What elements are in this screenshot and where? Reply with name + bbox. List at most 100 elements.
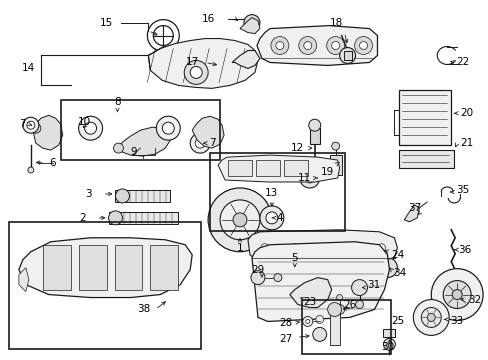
Bar — [399, 90, 450, 145]
Bar — [399, 150, 453, 168]
Circle shape — [334, 305, 344, 315]
Circle shape — [355, 301, 363, 309]
Circle shape — [290, 244, 298, 252]
Text: 18: 18 — [329, 18, 343, 28]
Circle shape — [147, 20, 179, 51]
Text: 11: 11 — [298, 173, 311, 183]
Bar — [61, 100, 220, 160]
Polygon shape — [33, 115, 62, 150]
Text: 27: 27 — [279, 334, 292, 345]
Text: 5: 5 — [291, 253, 298, 263]
Text: 32: 32 — [468, 294, 481, 305]
Text: 34: 34 — [392, 267, 405, 278]
Polygon shape — [247, 230, 397, 265]
Bar — [329, 307, 339, 345]
Bar — [9, 222, 201, 349]
Circle shape — [220, 200, 260, 240]
Text: 20: 20 — [460, 108, 473, 118]
Text: 21: 21 — [460, 138, 473, 148]
Polygon shape — [251, 242, 388, 321]
Circle shape — [427, 314, 434, 321]
Circle shape — [265, 212, 277, 224]
Circle shape — [275, 41, 283, 50]
Circle shape — [208, 188, 271, 252]
Circle shape — [244, 15, 260, 31]
Bar — [309, 128, 319, 144]
Text: 31: 31 — [366, 280, 379, 289]
Text: 2: 2 — [79, 213, 86, 223]
Text: 29: 29 — [251, 265, 264, 275]
Circle shape — [383, 338, 395, 350]
Polygon shape — [404, 205, 419, 222]
Bar — [227, 160, 251, 176]
Polygon shape — [19, 238, 192, 298]
Circle shape — [312, 328, 326, 341]
Circle shape — [331, 41, 339, 50]
Text: 16: 16 — [202, 14, 215, 24]
Circle shape — [84, 122, 96, 134]
Polygon shape — [79, 245, 106, 289]
Circle shape — [354, 37, 372, 54]
Circle shape — [261, 244, 268, 252]
Circle shape — [113, 143, 123, 153]
Text: 14: 14 — [22, 63, 36, 73]
Text: 28: 28 — [279, 319, 292, 328]
Circle shape — [250, 271, 264, 285]
Circle shape — [79, 116, 102, 140]
Text: 26: 26 — [342, 300, 355, 310]
Circle shape — [162, 122, 174, 134]
Text: 24: 24 — [390, 250, 403, 260]
Bar — [108, 212, 178, 224]
Text: 38: 38 — [137, 305, 150, 315]
Circle shape — [331, 142, 339, 150]
Circle shape — [430, 269, 482, 320]
Circle shape — [23, 117, 39, 133]
Circle shape — [260, 206, 283, 230]
Polygon shape — [150, 245, 178, 289]
Text: 4: 4 — [276, 213, 283, 223]
Polygon shape — [118, 127, 170, 156]
Text: 22: 22 — [456, 58, 469, 67]
Circle shape — [315, 315, 323, 323]
Circle shape — [285, 255, 304, 275]
Text: 25: 25 — [390, 316, 403, 327]
Text: 35: 35 — [456, 185, 469, 195]
Polygon shape — [19, 268, 29, 292]
Polygon shape — [192, 116, 224, 148]
Polygon shape — [42, 245, 71, 289]
Text: 30: 30 — [380, 342, 393, 352]
Circle shape — [351, 280, 367, 296]
Circle shape — [421, 307, 440, 328]
Circle shape — [336, 294, 342, 301]
Circle shape — [299, 168, 319, 188]
Circle shape — [326, 37, 344, 54]
Circle shape — [27, 121, 35, 129]
Circle shape — [327, 302, 341, 316]
Bar — [210, 153, 344, 231]
Circle shape — [153, 26, 173, 45]
Circle shape — [377, 258, 397, 278]
Circle shape — [451, 289, 461, 300]
Circle shape — [444, 272, 456, 284]
Polygon shape — [289, 278, 331, 307]
Circle shape — [190, 67, 202, 78]
Text: 17: 17 — [185, 58, 199, 67]
Text: 6: 6 — [49, 158, 56, 168]
Text: 13: 13 — [264, 188, 278, 198]
Circle shape — [184, 60, 208, 84]
Polygon shape — [240, 18, 260, 33]
Circle shape — [31, 123, 41, 133]
Text: 7: 7 — [20, 119, 26, 129]
Circle shape — [442, 280, 470, 309]
Circle shape — [304, 173, 314, 183]
Circle shape — [377, 244, 385, 252]
Text: 3: 3 — [85, 189, 92, 199]
Bar — [343, 50, 351, 60]
Circle shape — [108, 211, 122, 225]
Circle shape — [298, 37, 316, 54]
Circle shape — [412, 300, 448, 336]
Circle shape — [302, 316, 312, 327]
Circle shape — [339, 48, 355, 63]
Polygon shape — [256, 26, 377, 66]
Text: 36: 36 — [458, 245, 471, 255]
